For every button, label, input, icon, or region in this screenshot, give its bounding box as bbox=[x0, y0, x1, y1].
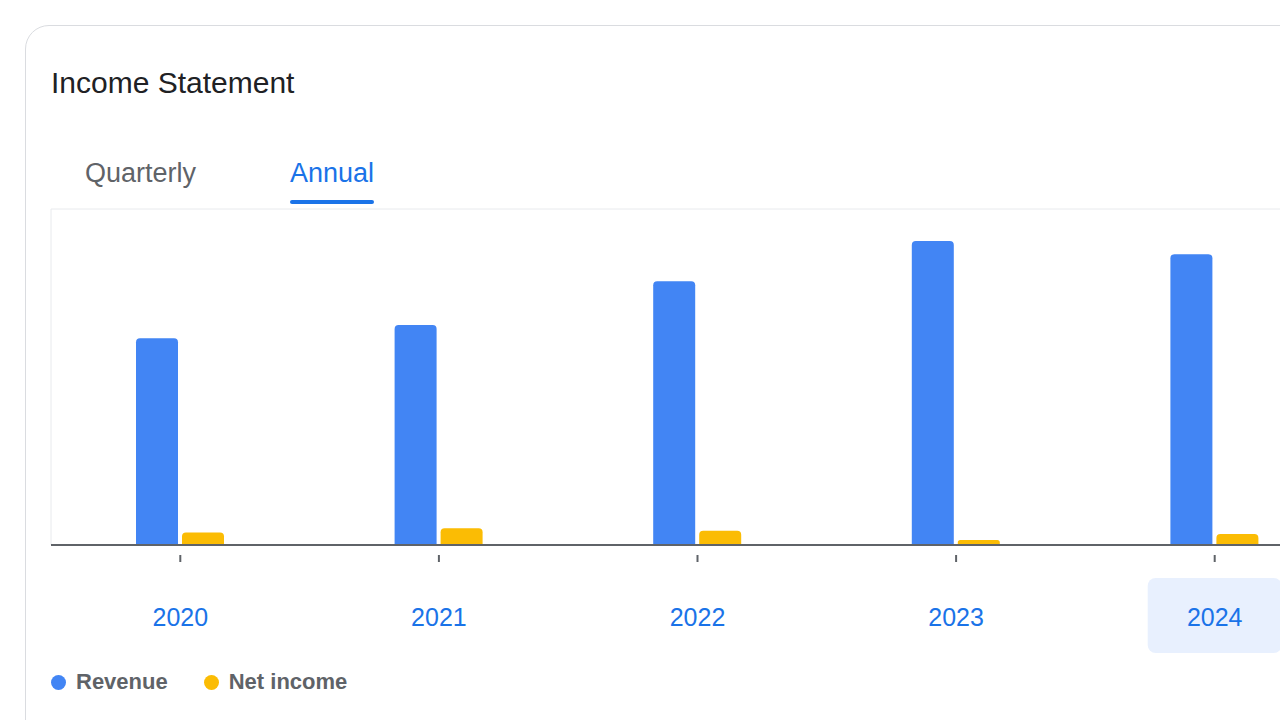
html-text:Income Statement: Income Statement bbox=[51, 66, 295, 99]
html-text:Quarterly: Quarterly bbox=[85, 158, 196, 188]
svg-text:2020: 2020 bbox=[152, 603, 208, 631]
svg-text:2022: 2022 bbox=[670, 603, 726, 631]
html-text:Annual: Annual bbox=[290, 158, 375, 188]
svg-text:2021: 2021 bbox=[411, 603, 467, 631]
html-text:Revenue: Revenue bbox=[76, 669, 168, 694]
html-text:Net income: Net income bbox=[228, 669, 348, 694]
svg-text:2023: 2023 bbox=[928, 603, 984, 631]
svg-text:2024: 2024 bbox=[1187, 603, 1243, 631]
